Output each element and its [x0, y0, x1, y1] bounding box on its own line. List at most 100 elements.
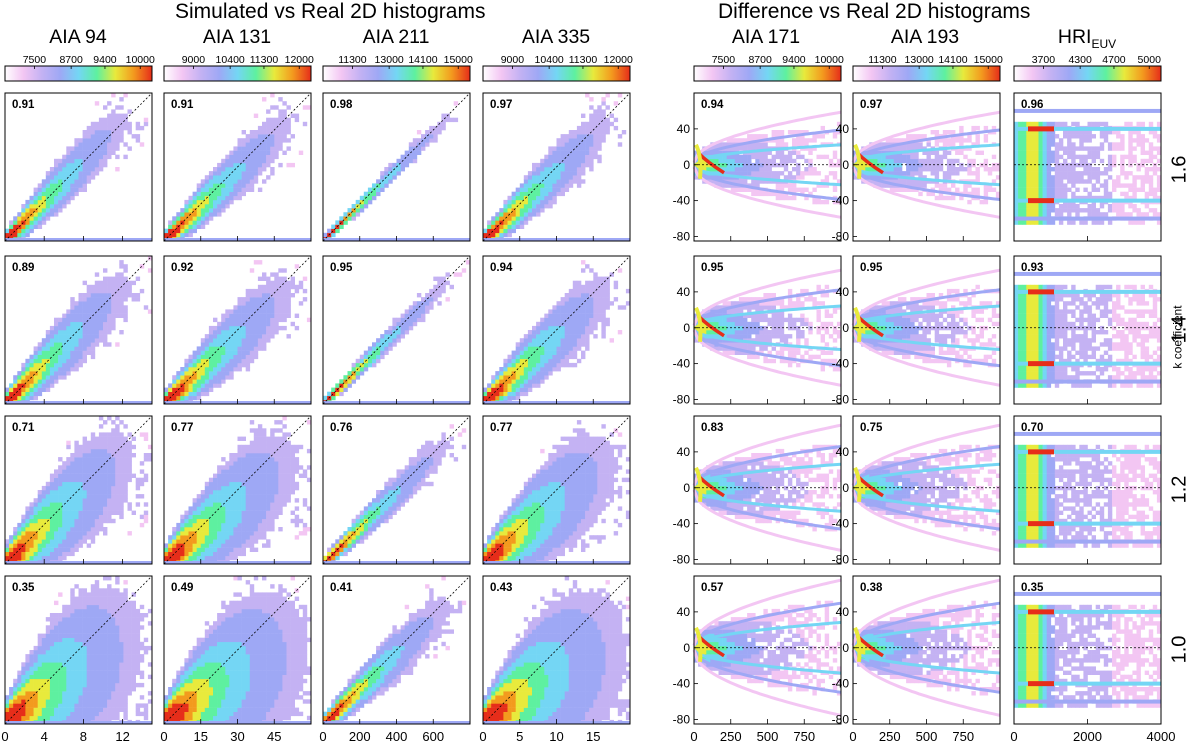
- diff-cell: [934, 154, 940, 160]
- diff-cell: [779, 195, 785, 201]
- hist-cell: [82, 354, 87, 360]
- hist-cell: [225, 162, 230, 168]
- hri-cell: [1014, 146, 1019, 151]
- hist-cell: [548, 362, 553, 368]
- hist-cell: [556, 309, 561, 314]
- col-title-aia211-label: AIA 211: [362, 26, 430, 48]
- hist-cell: [257, 276, 263, 281]
- hri-cell: [1046, 154, 1052, 160]
- hist-cell: [229, 321, 234, 327]
- diff-cell: [779, 158, 785, 164]
- hist-cell: [540, 362, 545, 368]
- hri-cell: [1038, 204, 1043, 209]
- hist-cell: [270, 325, 275, 331]
- hri-cell: [1042, 204, 1047, 209]
- diff-cell: [775, 154, 781, 160]
- hist-cell: [499, 216, 504, 221]
- hri-cell: [1014, 158, 1019, 164]
- hist-cell: [270, 297, 275, 302]
- diff-cell: [722, 301, 727, 306]
- hist-cell: [404, 330, 410, 335]
- diff-cell: [779, 183, 785, 188]
- hist-cell: [433, 134, 438, 139]
- hist-cell: [253, 350, 259, 355]
- diff-cell: [910, 309, 915, 314]
- hist-cell: [585, 342, 590, 347]
- hist-cell: [523, 375, 529, 380]
- hist-cell: [29, 220, 34, 225]
- diff-cell: [959, 167, 964, 172]
- hist-cell: [107, 276, 112, 281]
- hist-cell: [400, 325, 405, 331]
- hist-cell: [13, 375, 18, 380]
- hri-band: [1014, 108, 1161, 113]
- diff-cell: [906, 134, 911, 139]
- hist-cell: [376, 346, 381, 351]
- hist-cell: [111, 134, 116, 139]
- envelope-curve: [851, 128, 1001, 164]
- diff-cell: [747, 305, 752, 310]
- hri-cell: [1079, 138, 1084, 143]
- hist-cell: [396, 330, 401, 335]
- hist-cell: [568, 171, 574, 176]
- hist-cell: [74, 350, 79, 355]
- hist-cell: [262, 334, 267, 339]
- hist-cell: [527, 342, 533, 347]
- hist-cell: [544, 183, 549, 188]
- hist-cell: [172, 375, 177, 380]
- hist-cell: [585, 138, 590, 143]
- hist-cell: [245, 138, 251, 143]
- hist-cell: [208, 354, 214, 360]
- hist-cell: [282, 117, 287, 123]
- diff-cell: [812, 171, 817, 176]
- hist-cell: [253, 317, 259, 323]
- diff-cell: [824, 313, 830, 318]
- hist-cell: [274, 288, 279, 294]
- diff-cell: [987, 187, 993, 192]
- hri-cell: [1144, 171, 1150, 176]
- diff-cell: [914, 142, 919, 147]
- diff-cell: [934, 317, 940, 323]
- hist-cell: [568, 325, 574, 331]
- diff-cell: [946, 187, 952, 192]
- hist-cell: [412, 146, 418, 151]
- diff-cell: [743, 167, 748, 172]
- hist-cell: [581, 284, 586, 290]
- diff-cell: [706, 330, 711, 335]
- hist-cell: [532, 212, 537, 217]
- diff-cell: [889, 179, 895, 184]
- hist-cell: [552, 309, 557, 314]
- hist-cell: [233, 362, 238, 368]
- hri-cell: [1042, 191, 1047, 197]
- diff-cell: [897, 138, 903, 143]
- hri-cell: [1030, 162, 1035, 168]
- hist-cell: [581, 162, 586, 168]
- diff-cell: [991, 130, 997, 135]
- hist-cell: [597, 130, 602, 135]
- diff-cell: [906, 142, 911, 147]
- hist-cell: [597, 276, 602, 281]
- hist-cell: [527, 191, 533, 197]
- hist-cell: [74, 313, 79, 318]
- hist-cell: [192, 228, 197, 234]
- diff-cell: [796, 330, 801, 335]
- hist-cell: [429, 301, 434, 306]
- diff-cell: [926, 179, 931, 184]
- hri-cell: [1018, 142, 1023, 147]
- hist-cell: [536, 179, 541, 184]
- hri-band: [1014, 198, 1161, 203]
- hist-cell: [58, 187, 63, 192]
- hist-cell: [41, 375, 47, 380]
- diff-cell: [718, 321, 723, 327]
- diff-cell: [897, 162, 903, 168]
- hri-cell: [1018, 191, 1023, 197]
- hri-cell: [1034, 142, 1039, 147]
- diff-cell: [734, 162, 740, 168]
- diff-cell: [995, 175, 1001, 180]
- hist-cell: [306, 317, 312, 323]
- hist-cell: [70, 309, 75, 314]
- hri-cell: [1156, 212, 1162, 217]
- hri-cell: [1140, 220, 1145, 225]
- hist-cell: [544, 334, 549, 339]
- hri-cell: [1095, 121, 1101, 127]
